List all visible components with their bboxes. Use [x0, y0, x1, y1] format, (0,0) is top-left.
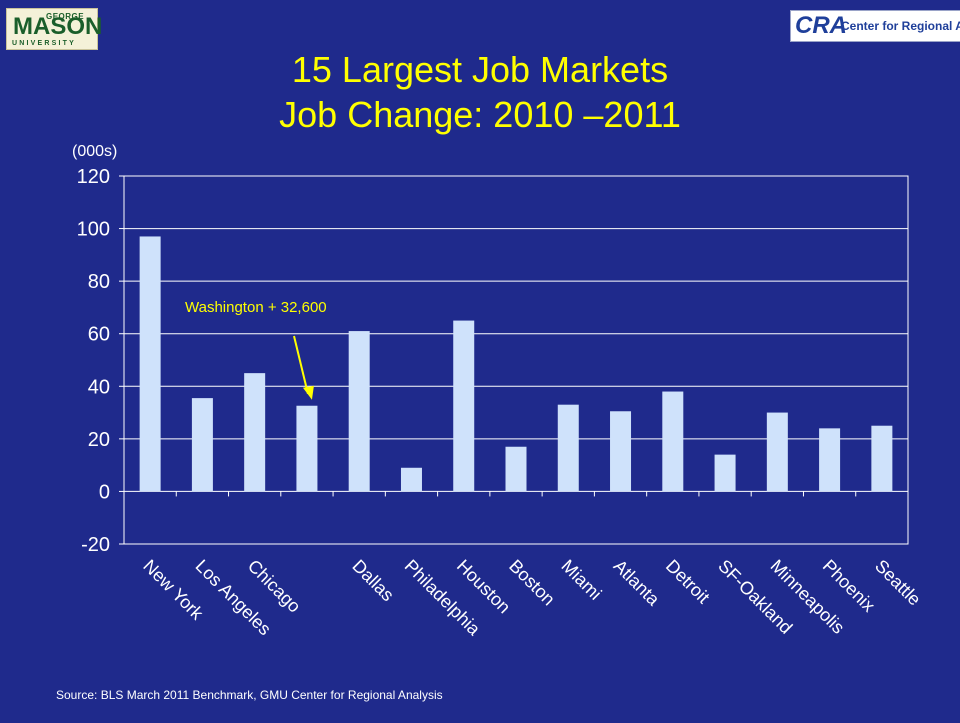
y-tick-label: 120 — [77, 166, 110, 188]
bar — [610, 411, 632, 492]
gmu-logo-top: GEORGE — [46, 12, 85, 21]
x-tick-label: Atlanta — [610, 556, 664, 610]
source-note: Source: BLS March 2011 Benchmark, GMU Ce… — [56, 688, 443, 702]
plot-frame — [123, 175, 909, 545]
cra-logo-text: Center for Regional Analysis — [841, 19, 960, 33]
bar — [714, 454, 736, 492]
x-tick-label: Detroit — [662, 556, 714, 608]
bar — [662, 391, 684, 492]
bar — [244, 373, 266, 492]
cra-logo-mark: CRA — [795, 12, 847, 39]
x-tick-label: Dallas — [348, 556, 398, 606]
bar — [766, 412, 788, 492]
bar — [191, 398, 213, 492]
gmu-logo-bottom: UNIVERSITY — [12, 40, 77, 47]
y-tick-label: 0 — [99, 481, 110, 503]
y-axis-label: (000s) — [72, 143, 117, 160]
bar — [453, 320, 475, 492]
annotation-arrowhead — [302, 385, 314, 400]
gmu-logo-main: MASON — [13, 13, 103, 40]
annotation-label: Washington + 32,600 — [185, 299, 327, 316]
bar — [296, 405, 318, 492]
bar — [139, 236, 161, 492]
bar — [871, 425, 893, 492]
chart-title-line2: Job Change: 2010 –2011 — [279, 94, 681, 135]
bar — [348, 331, 370, 492]
annotation-arrow — [293, 335, 309, 394]
bar — [819, 428, 841, 492]
bar — [557, 404, 579, 492]
bar — [400, 467, 422, 492]
y-tick-label: 40 — [88, 376, 110, 398]
y-tick-label: 80 — [88, 271, 110, 293]
gmu-logo: GEORGE MASON UNIVERSITY — [6, 8, 102, 50]
y-tick-label: 20 — [88, 429, 110, 451]
y-tick-label: -20 — [81, 534, 110, 556]
x-tick-label: Miami — [557, 556, 605, 604]
y-tick-label: 100 — [77, 219, 110, 241]
cra-logo: CRA Center for Regional Analysis — [790, 10, 960, 42]
y-tick-label: 60 — [88, 324, 110, 346]
chart-title-line1: 15 Largest Job Markets — [291, 49, 669, 90]
bar — [505, 446, 527, 492]
